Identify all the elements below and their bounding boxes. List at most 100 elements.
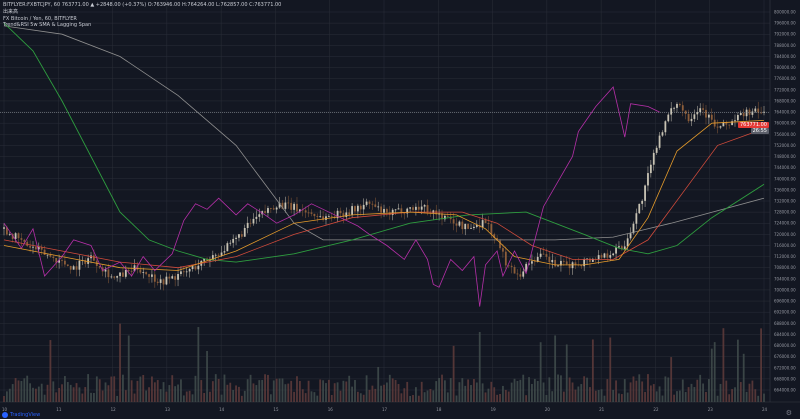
candle-body [377,206,380,208]
candle-body [40,247,43,250]
candle-body [626,238,629,247]
candle-body [371,203,374,205]
y-tick-label: 740000.00 [774,176,796,181]
volume-bar [403,388,406,402]
candle-body [156,281,159,283]
volume-bar [554,335,557,402]
volume-bar [200,380,203,402]
candle-body [565,261,568,265]
candle-body [220,252,223,256]
candle-body [661,132,664,136]
candle-body [502,248,504,252]
volume-bar [191,394,194,402]
volume-bar [290,380,293,402]
candle-body [49,254,52,257]
candle-body [652,152,655,165]
volume-bar [235,385,237,402]
volume-bar [441,374,443,402]
x-tick-label: 13 [165,407,171,412]
volume-bar [478,332,481,402]
candle-body [145,272,148,275]
x-tick-label: 18 [436,407,442,412]
volume-bar [101,390,104,402]
volume-bar [174,386,177,402]
candle-body [589,258,591,262]
volume-bar [151,376,153,402]
volume-bar [673,394,675,402]
volume-bar [655,391,658,402]
candle-body [560,260,562,266]
volume-bar [432,390,435,402]
candle-body [510,265,513,268]
volume-bar [316,395,319,402]
volume-bar [17,380,20,402]
volume-bar [327,379,330,402]
volume-bar [269,394,272,402]
candle-body [693,114,696,119]
candle-body [72,266,75,270]
volume-bar [615,380,617,402]
candle-body [760,112,762,114]
candle-body [139,269,142,273]
candle-body [75,266,78,270]
volume-bar [348,375,351,402]
candle-body [296,203,298,212]
candle-body [255,216,258,219]
gear-icon[interactable]: ⚙ [785,409,792,417]
volume-bar [90,392,92,402]
volume-bar [490,381,493,402]
volume-bar [35,388,37,402]
volume-bar [716,395,719,402]
candle-body [583,259,586,267]
candle-body [475,225,478,227]
candle-body [696,112,699,115]
candle-body [533,261,536,263]
volume-bar [351,386,353,402]
tradingview-logo[interactable]: TradingView [2,412,40,418]
candle-body [307,212,310,214]
volume-bar [623,379,626,402]
candle-body [690,118,693,122]
candle-body [272,208,275,210]
candle-body [267,208,269,213]
volume-bar [40,383,43,402]
candle-body [716,126,719,128]
candle-body [217,254,220,256]
candle-body [473,226,475,228]
candle-body [325,216,327,220]
volume-bar [449,378,452,402]
candle-body [606,253,609,258]
volume-bar [255,385,258,402]
volume-bar [548,377,551,402]
volume-bar [307,380,310,402]
candle-body [342,213,345,217]
candle-body [496,238,499,241]
candle-body [705,109,707,118]
candle-body [177,273,179,280]
candle-body [84,260,87,264]
volume-bar [502,385,504,402]
y-tick-label: 764000.00 [774,110,796,115]
candle-body [130,270,133,272]
candle-body [620,246,623,250]
candle-body [481,220,484,228]
candle-body [728,124,731,126]
candle-body [330,216,333,218]
volume-bar [78,387,81,402]
x-tick-label: 19 [491,407,497,412]
candle-body [406,208,409,214]
volume-bar [272,380,275,402]
volume-bar [345,381,348,402]
candle-body [159,279,162,283]
candle-body [499,240,501,249]
candle-body [412,207,414,210]
candle-body [43,249,46,255]
volume-bar [678,390,681,402]
candle-body [232,238,235,243]
candle-body [191,266,194,270]
volume-bar [362,394,365,402]
candle-body [3,227,5,229]
volume-bar [359,393,362,402]
